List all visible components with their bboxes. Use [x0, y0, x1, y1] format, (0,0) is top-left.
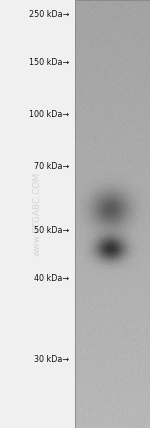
Text: 70 kDa→: 70 kDa→ — [34, 162, 69, 172]
Text: 250 kDa→: 250 kDa→ — [29, 9, 69, 19]
Text: 50 kDa→: 50 kDa→ — [34, 226, 69, 235]
Bar — [75, 0, 150, 428]
Text: 150 kDa→: 150 kDa→ — [29, 57, 69, 67]
Text: 30 kDa→: 30 kDa→ — [34, 355, 69, 364]
Text: 40 kDa→: 40 kDa→ — [34, 273, 69, 283]
Text: 100 kDa→: 100 kDa→ — [29, 110, 69, 119]
Text: www.PTGABC.COM: www.PTGABC.COM — [33, 172, 42, 256]
